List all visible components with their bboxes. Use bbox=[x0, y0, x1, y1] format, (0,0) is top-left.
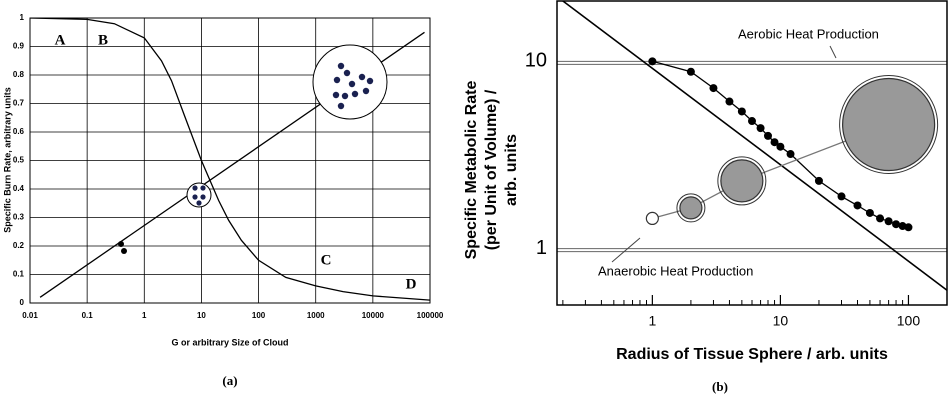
y-axis-label: Specific Metabolic Rate bbox=[463, 81, 480, 260]
marker bbox=[770, 138, 779, 147]
sphere bbox=[720, 159, 764, 203]
y-axis-label: Specific Burn Rate, arbitrary units bbox=[2, 87, 12, 233]
y-tick-label: 0 bbox=[20, 298, 25, 307]
marker bbox=[776, 142, 785, 151]
y-tick-label: 0.3 bbox=[13, 213, 25, 222]
sphere bbox=[679, 196, 703, 220]
marker bbox=[814, 176, 823, 185]
marker bbox=[786, 150, 795, 159]
x-tick-label: 10 bbox=[197, 311, 206, 320]
cluster-dot bbox=[192, 194, 198, 200]
marker bbox=[686, 67, 695, 76]
cluster-dot bbox=[341, 92, 349, 100]
y-tick-label: 1 bbox=[536, 237, 547, 259]
x-tick-label: 0.01 bbox=[22, 311, 38, 320]
x-tick-label: 100 bbox=[252, 311, 266, 320]
cluster-dot bbox=[200, 194, 206, 200]
y-axis-label: arb. units bbox=[503, 134, 520, 206]
cluster-dot bbox=[337, 102, 345, 110]
cluster-dot bbox=[196, 200, 202, 206]
y-tick-label: 0.5 bbox=[13, 156, 25, 165]
sphere-rim bbox=[676, 193, 706, 223]
plot-frame bbox=[556, 0, 948, 306]
marker bbox=[876, 214, 885, 223]
cluster-dot bbox=[337, 62, 345, 70]
marker bbox=[709, 84, 718, 93]
cluster-dot bbox=[366, 77, 374, 85]
series-line bbox=[562, 1, 947, 291]
x-tick-label: 10000 bbox=[362, 311, 385, 320]
x-tick-label: 0.1 bbox=[82, 311, 94, 320]
y-tick-label: 0.6 bbox=[13, 127, 25, 136]
marker bbox=[763, 131, 772, 140]
marker bbox=[737, 107, 746, 116]
leader-line bbox=[611, 237, 641, 263]
y-axis-label: (per Unit of Volume) / bbox=[483, 89, 500, 250]
x-tick-label: 1 bbox=[142, 311, 147, 320]
caption: (b) bbox=[712, 379, 728, 394]
cluster-dot bbox=[121, 248, 127, 254]
marker bbox=[865, 208, 874, 217]
cluster-dot bbox=[362, 87, 370, 95]
marker bbox=[904, 223, 913, 232]
sphere-rim bbox=[839, 75, 939, 175]
marker bbox=[892, 220, 901, 229]
x-tick-label: 10 bbox=[773, 313, 789, 329]
annotation: C bbox=[321, 252, 332, 268]
x-axis-label: G or arbitrary Size of Cloud bbox=[171, 337, 288, 347]
y-tick-label: 0.8 bbox=[13, 70, 25, 79]
y-tick-label: 10 bbox=[525, 50, 547, 72]
series-line bbox=[652, 123, 889, 220]
cluster-dot bbox=[358, 73, 366, 81]
sphere bbox=[645, 211, 659, 226]
x-axis-label: Radius of Tissue Sphere / arb. units bbox=[616, 346, 888, 363]
series-line bbox=[30, 18, 430, 301]
marker bbox=[725, 97, 734, 106]
marker bbox=[884, 217, 893, 226]
plot-frame bbox=[29, 17, 431, 304]
y-tick-label: 0.7 bbox=[13, 99, 25, 108]
cluster-dot bbox=[348, 80, 356, 88]
leader-line bbox=[829, 45, 837, 59]
marker bbox=[648, 57, 657, 66]
series-group bbox=[562, 1, 947, 291]
annotation: A bbox=[55, 32, 66, 48]
annotation: B bbox=[98, 32, 108, 48]
caption: (a) bbox=[222, 373, 237, 388]
cluster-dot bbox=[192, 185, 198, 191]
y-tick-label: 0.2 bbox=[13, 241, 25, 250]
annotation: D bbox=[406, 276, 417, 292]
x-tick-label: 1000 bbox=[307, 311, 325, 320]
annotation: Anaerobic Heat Production bbox=[598, 263, 753, 278]
annotation: Aerobic Heat Production bbox=[738, 26, 879, 41]
x-tick-label: 1 bbox=[648, 313, 656, 329]
x-tick-label: 100000 bbox=[417, 311, 444, 320]
sphere-rim bbox=[717, 156, 767, 206]
cluster-dot bbox=[333, 76, 341, 84]
cluster-dot bbox=[332, 91, 340, 99]
cluster-dot bbox=[343, 69, 351, 77]
y-tick-label: 1 bbox=[20, 13, 25, 22]
marker bbox=[853, 201, 862, 210]
cluster-dot bbox=[200, 185, 206, 191]
marker bbox=[837, 192, 846, 201]
marker bbox=[748, 117, 756, 126]
y-tick-label: 0.1 bbox=[13, 270, 25, 279]
cluster-dot bbox=[118, 241, 124, 247]
cluster-dot bbox=[351, 90, 359, 98]
x-tick-label: 100 bbox=[897, 313, 921, 329]
marker bbox=[756, 124, 765, 133]
y-tick-label: 0.9 bbox=[13, 42, 25, 51]
sphere bbox=[842, 77, 936, 172]
y-tick-label: 0.4 bbox=[13, 184, 25, 193]
